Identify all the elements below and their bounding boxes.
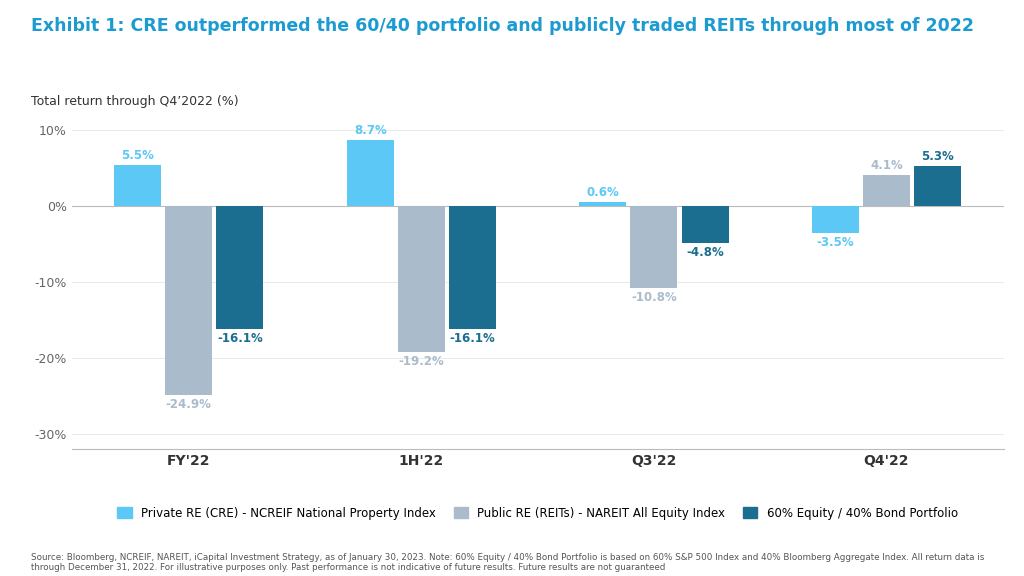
Text: Source: Bloomberg, NCREIF, NAREIT, iCapital Investment Strategy, as of January 3: Source: Bloomberg, NCREIF, NAREIT, iCapi… bbox=[31, 553, 984, 573]
Bar bbox=[165, 206, 212, 395]
Text: 5.3%: 5.3% bbox=[922, 150, 954, 163]
Text: -16.1%: -16.1% bbox=[217, 332, 263, 344]
Text: -19.2%: -19.2% bbox=[398, 355, 444, 368]
Text: -4.8%: -4.8% bbox=[686, 246, 724, 259]
Bar bbox=[812, 206, 859, 233]
Text: -10.8%: -10.8% bbox=[631, 291, 677, 304]
Text: Exhibit 1: CRE outperformed the 60/40 portfolio and publicly traded REITs throug: Exhibit 1: CRE outperformed the 60/40 po… bbox=[31, 17, 974, 35]
Bar bbox=[346, 141, 393, 206]
Text: 4.1%: 4.1% bbox=[870, 159, 903, 172]
Bar bbox=[114, 165, 161, 206]
Text: -3.5%: -3.5% bbox=[816, 236, 854, 249]
Bar bbox=[580, 202, 627, 206]
Bar bbox=[397, 206, 444, 352]
Bar bbox=[914, 166, 962, 206]
Text: 5.5%: 5.5% bbox=[121, 149, 154, 161]
Bar bbox=[216, 206, 263, 328]
Text: -16.1%: -16.1% bbox=[450, 332, 496, 344]
Text: 0.6%: 0.6% bbox=[587, 185, 620, 199]
Bar bbox=[682, 206, 729, 242]
Text: Total return through Q4’2022 (%): Total return through Q4’2022 (%) bbox=[31, 95, 239, 108]
Text: 8.7%: 8.7% bbox=[353, 124, 386, 137]
Text: -24.9%: -24.9% bbox=[166, 399, 212, 411]
Bar bbox=[449, 206, 496, 328]
Bar bbox=[863, 175, 910, 206]
Bar bbox=[631, 206, 678, 289]
Legend: Private RE (CRE) - NCREIF National Property Index, Public RE (REITs) - NAREIT Al: Private RE (CRE) - NCREIF National Prope… bbox=[113, 502, 963, 524]
